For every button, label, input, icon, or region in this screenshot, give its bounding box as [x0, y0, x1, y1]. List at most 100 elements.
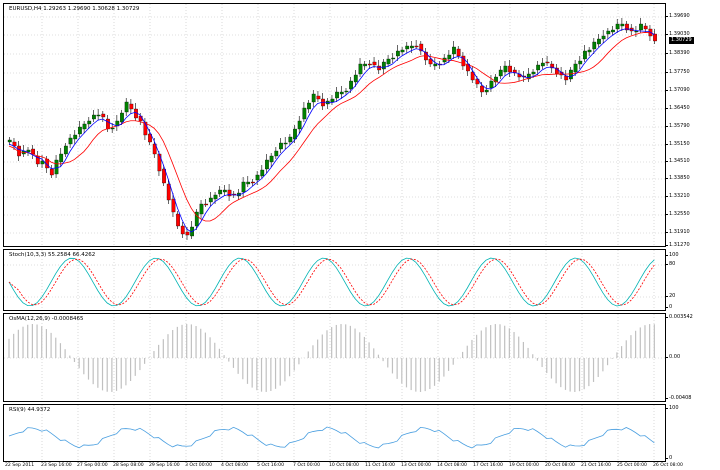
bull-candle	[92, 114, 96, 120]
bull-candle	[96, 114, 101, 117]
rsi-panel-label: RSI(9) 44.9372	[9, 407, 51, 413]
bull-candle	[536, 64, 541, 71]
bull-candle	[283, 142, 288, 145]
bull-candle	[255, 174, 260, 181]
bear-candle	[470, 71, 475, 81]
time-axis-label: 29 Sep 16:00	[149, 463, 180, 468]
price-axis: 1.39690 1.39030 1.38390 1.37750 1.37090 1.364…	[665, 3, 720, 248]
bear-candle	[176, 213, 180, 227]
bull-candle	[7, 139, 12, 143]
axis-tick-label: 1.39030	[665, 31, 690, 37]
bull-candle	[87, 120, 92, 125]
bull-candle	[269, 155, 274, 163]
grid	[4, 314, 665, 401]
bear-candle	[377, 65, 382, 71]
axis-tick-label: 1.32550	[665, 211, 690, 217]
bull-candle	[410, 45, 414, 49]
bear-candle	[480, 85, 484, 93]
bull-candle	[54, 159, 59, 175]
rsi-panel[interactable]: RSI(9) 44.9372	[3, 404, 666, 462]
bull-candle	[199, 203, 204, 215]
axis-tick-label: 1.39690	[665, 13, 690, 19]
osma-chart-svg	[4, 314, 665, 401]
bull-candle	[639, 23, 643, 31]
bear-candle	[367, 63, 372, 66]
bull-candle	[578, 60, 583, 65]
bull-candle	[611, 29, 615, 33]
axis-tick-label: 80	[664, 261, 676, 267]
bear-candle	[564, 75, 569, 81]
bear-candle	[162, 168, 166, 184]
bear-candle	[625, 23, 629, 31]
time-axis-label: 7 Oct 00:00	[293, 463, 321, 468]
bull-candle	[311, 93, 316, 103]
bull-candle	[73, 134, 78, 140]
bull-candle	[335, 91, 339, 99]
time-axis-label: 28 Sep 08:00	[113, 463, 144, 468]
bull-candle	[222, 189, 227, 193]
time-axis-label: 20 Oct 08:00	[545, 463, 575, 468]
axis-tick-label: 1.34510	[665, 158, 690, 164]
bull-candle	[405, 45, 410, 50]
grid	[4, 250, 665, 310]
stoch-axis: 100 80 20 0	[664, 249, 720, 311]
price-panel-label: EURUSD,H4 1.29263 1.29690 1.30628 1.3072…	[9, 6, 140, 12]
time-axis-label: 17 Oct 16:00	[473, 463, 503, 468]
bear-candle	[49, 168, 54, 176]
bear-candle	[461, 55, 466, 67]
stoch-panel-label: Stoch(10,3,3) 55.2584 66.4262	[9, 252, 96, 258]
bull-candle	[395, 50, 400, 57]
axis-tick-label: 0.00	[664, 354, 681, 360]
bear-candle	[106, 118, 110, 130]
candles	[7, 18, 657, 240]
bull-candle	[433, 63, 438, 67]
time-axis-label: 26 Oct 08:00	[653, 463, 683, 468]
axis-tick-label: 1.35790	[665, 123, 690, 129]
bull-candle	[110, 127, 115, 130]
bull-candle	[297, 120, 302, 130]
bull-candle	[573, 63, 578, 73]
bull-candle	[484, 89, 489, 93]
bull-candle	[194, 211, 199, 227]
bull-candle	[620, 23, 625, 27]
bull-candle	[246, 181, 251, 185]
bull-candle	[447, 54, 452, 60]
axis-tick-label: 0	[664, 304, 673, 310]
bull-candle	[400, 49, 405, 53]
bull-candle	[489, 80, 494, 89]
bull-candle	[615, 23, 620, 30]
osma-panel-label: OsMA(12,26,9) -0.0008465	[9, 316, 84, 322]
bull-candle	[363, 63, 368, 67]
time-axis-label: 5 Oct 16:00	[257, 463, 285, 468]
osma-axis: 0.003542 0.00 -0.00408	[664, 313, 720, 402]
bear-candle	[414, 45, 419, 48]
time-axis-label: 23 Sep 16:00	[41, 463, 72, 468]
bull-candle	[77, 126, 82, 135]
bull-candle	[386, 58, 391, 65]
bull-candle	[606, 30, 611, 35]
bull-candle	[353, 74, 358, 83]
bull-candle	[120, 112, 124, 123]
bull-candle	[349, 80, 353, 90]
stoch-chart-svg	[4, 250, 665, 310]
stoch-panel[interactable]: Stoch(10,3,3) 55.2584 66.4262	[3, 249, 666, 311]
price-chart-panel[interactable]: EURUSD,H4 1.29263 1.29690 1.30628 1.3072…	[3, 3, 666, 247]
osma-panel[interactable]: OsMA(12,26,9) -0.0008465	[3, 313, 666, 402]
bear-candle	[227, 189, 232, 197]
bear-candle	[12, 141, 17, 147]
axis-tick-label: 1.38390	[665, 50, 690, 56]
bull-candle	[587, 49, 592, 53]
grid	[41, 405, 655, 461]
bear-candle	[166, 183, 171, 201]
bull-candle	[124, 101, 129, 113]
bear-candle	[171, 198, 176, 213]
price-chart-svg	[4, 4, 665, 246]
axis-tick-label: 1.31910	[665, 229, 690, 235]
bear-candle	[143, 121, 148, 136]
bear-candle	[148, 133, 152, 143]
bear-candle	[204, 203, 209, 206]
bull-candle	[82, 123, 87, 130]
time-axis-label: 4 Oct 08:00	[221, 463, 249, 468]
time-axis-label: 11 Oct 16:00	[365, 463, 395, 468]
axis-tick-label: 0	[664, 455, 673, 461]
